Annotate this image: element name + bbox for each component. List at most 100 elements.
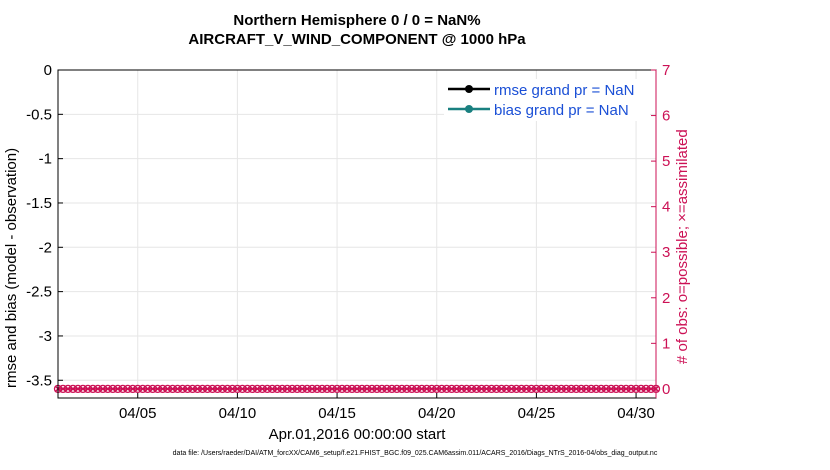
obs-possible-marker: [572, 384, 581, 394]
obs-possible-marker: [532, 384, 541, 394]
obs-possible-marker: [422, 384, 431, 394]
obs-possible-marker: [372, 384, 382, 394]
obs-possible-marker: [83, 384, 93, 394]
obs-possible-marker: [258, 384, 267, 394]
obs-possible-marker: [342, 384, 352, 394]
obs-possible-marker: [377, 384, 387, 394]
y-left-tick-label: -2: [39, 239, 52, 256]
obs-possible-marker: [163, 384, 172, 394]
obs-possible-marker: [123, 384, 132, 394]
obs-possible-marker: [307, 384, 317, 394]
obs-possible-marker: [412, 384, 421, 394]
y-right-tick-label: 2: [662, 290, 670, 307]
obs-possible-marker: [621, 384, 631, 394]
obs-possible-marker: [153, 384, 162, 394]
obs-possible-marker: [98, 384, 107, 394]
obs-possible-marker: [88, 384, 98, 394]
obs-possible-marker: [597, 384, 606, 394]
obs-possible-marker: [283, 384, 292, 394]
obs-possible-marker: [288, 384, 297, 394]
obs-possible-marker: [537, 384, 546, 394]
obs-possible-marker: [93, 384, 103, 394]
obs-possible-marker: [367, 384, 377, 394]
obs-possible-marker: [447, 384, 456, 394]
obs-possible-marker: [567, 384, 576, 394]
obs-possible-marker: [337, 384, 347, 394]
obs-possible-marker: [133, 384, 142, 394]
obs-possible-marker: [457, 384, 466, 394]
obs-possible-marker: [183, 384, 192, 394]
obs-possible-marker: [58, 384, 68, 394]
obs-possible-marker: [357, 384, 367, 394]
obs-possible-marker: [427, 384, 436, 394]
obs-possible-marker: [482, 384, 491, 394]
y-right-tick-label: 5: [662, 153, 670, 170]
obs-possible-marker: [73, 384, 83, 394]
obs-possible-marker: [208, 384, 217, 394]
x-tick-label: 04/10: [219, 405, 257, 422]
obs-possible-marker: [432, 384, 441, 394]
obs-possible-marker: [78, 384, 88, 394]
obs-possible-marker: [402, 384, 411, 394]
obs-possible-marker: [641, 384, 651, 394]
left-ticks: 0 -0.5 -1 -1.5 -2 -2.5 -3 -3.5: [26, 62, 63, 389]
obs-possible-marker: [193, 384, 202, 394]
obs-possible-marker: [552, 384, 561, 394]
y-right-tick-label: 1: [662, 335, 670, 352]
obs-possible-marker: [507, 384, 516, 394]
obs-possible-marker: [497, 384, 506, 394]
obs-possible-marker: [602, 384, 611, 394]
obs-possible-marker: [462, 384, 471, 394]
obs-possible-marker: [173, 384, 182, 394]
obs-possible-marker: [547, 384, 556, 394]
x-ticks: 04/05 04/10 04/15 04/20 04/25 04/30: [119, 393, 655, 422]
obs-possible-marker: [108, 384, 117, 394]
obs-possible-marker: [512, 384, 521, 394]
obs-possible-marker: [273, 384, 282, 394]
obs-possible-marker: [616, 384, 626, 394]
obs-possible-marker: [198, 384, 207, 394]
obs-possible-marker: [158, 384, 167, 394]
y-left-tick-label: -3.5: [26, 372, 52, 389]
legend-rmse-marker: [465, 85, 473, 93]
obs-possible-marker: [312, 384, 322, 394]
obs-possible-marker: [168, 384, 177, 394]
obs-possible-marker: [362, 384, 372, 394]
legend: rmse grand pr = NaN bias grand pr = NaN: [444, 79, 650, 121]
legend-bias-label: bias grand pr = NaN: [494, 102, 629, 119]
obs-possible-marker: [417, 384, 426, 394]
obs-possible-marker: [223, 384, 232, 394]
y-right-tick-label: 6: [662, 108, 670, 125]
obs-possible-marker: [542, 384, 551, 394]
y-left-tick-label: -3: [39, 328, 52, 345]
obs-possible-marker: [557, 384, 566, 394]
obs-possible-marker: [322, 384, 332, 394]
obs-possible-marker: [472, 384, 481, 394]
obs-possible-marker: [562, 384, 571, 394]
y-right-tick-label: 3: [662, 244, 670, 261]
obs-possible-marker: [467, 384, 476, 394]
x-tick-label: 04/30: [617, 405, 655, 422]
legend-box: [444, 79, 650, 121]
chart-title-line2: AIRCRAFT_V_WIND_COMPONENT @ 1000 hPa: [188, 31, 526, 48]
obs-possible-marker: [118, 384, 127, 394]
y-left-tick-label: -0.5: [26, 106, 52, 123]
obs-possible-marker: [317, 384, 327, 394]
legend-bias-marker: [465, 105, 473, 113]
obs-possible-marker: [143, 384, 152, 394]
obs-possible-marker: [203, 384, 212, 394]
obs-possible-marker: [263, 384, 272, 394]
obs-possible-marker: [178, 384, 187, 394]
obs-possible-marker: [113, 384, 122, 394]
obs-possible-marker: [442, 384, 451, 394]
obs-possible-marker: [243, 384, 252, 394]
y-left-tick-label: -1.5: [26, 195, 52, 212]
obs-possible-marker: [228, 384, 237, 394]
obs-possible-marker: [68, 384, 78, 394]
obs-possible-marker: [607, 384, 616, 394]
obs-possible-marker: [347, 384, 357, 394]
x-tick-label: 04/05: [119, 405, 157, 422]
obs-possible-marker: [477, 384, 486, 394]
obs-possible-marker: [138, 384, 147, 394]
obs-possible-marker: [636, 384, 646, 394]
